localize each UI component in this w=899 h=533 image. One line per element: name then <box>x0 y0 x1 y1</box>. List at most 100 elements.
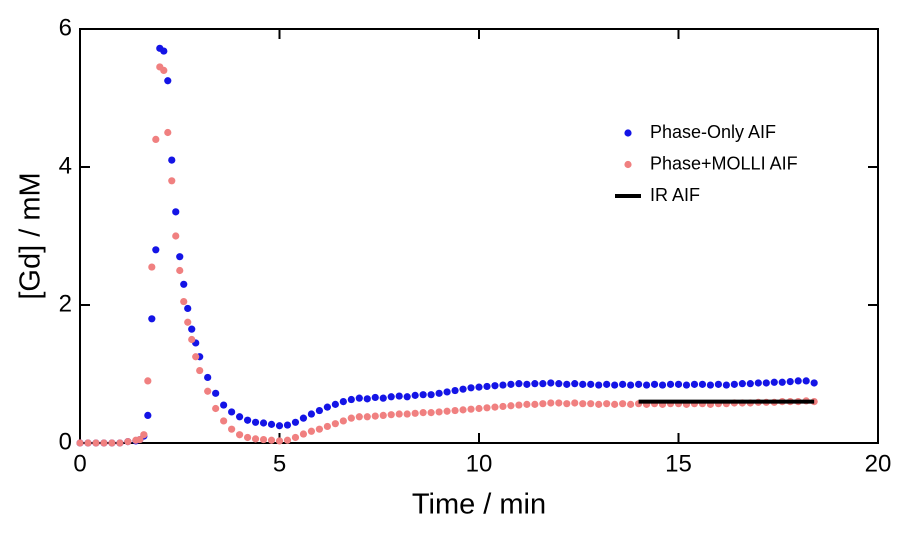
data-point <box>323 403 331 411</box>
data-point <box>467 384 475 392</box>
data-point <box>299 430 308 438</box>
data-point <box>666 380 675 388</box>
data-point <box>371 393 379 402</box>
x-tick-label: 10 <box>466 450 493 477</box>
data-point <box>307 410 316 418</box>
data-point <box>172 232 180 240</box>
data-point <box>443 388 451 396</box>
data-point <box>184 304 192 313</box>
data-point <box>188 335 196 344</box>
data-point <box>411 409 419 417</box>
y-tick-label: 2 <box>59 290 72 317</box>
data-point <box>547 399 555 407</box>
data-point <box>467 405 475 413</box>
data-point <box>243 416 252 424</box>
data-point <box>152 135 160 143</box>
data-point <box>579 400 587 408</box>
data-point <box>267 436 276 444</box>
data-point <box>136 435 144 444</box>
data-point <box>176 253 184 261</box>
legend-label: Phase+MOLLI AIF <box>650 153 798 173</box>
x-axis-title: Time / min <box>412 489 546 521</box>
x-tick-label: 20 <box>865 450 892 477</box>
data-point <box>595 381 603 389</box>
legend-marker <box>624 160 632 169</box>
data-point <box>555 399 563 407</box>
data-point <box>419 409 427 417</box>
data-point <box>435 408 443 416</box>
data-point <box>176 266 184 275</box>
data-point <box>192 353 200 361</box>
data-point <box>571 399 579 407</box>
data-point <box>339 398 347 406</box>
data-point <box>144 411 152 419</box>
data-point <box>459 385 467 393</box>
data-point <box>515 401 523 409</box>
data-point <box>180 280 188 288</box>
data-point <box>499 402 507 411</box>
data-point <box>124 438 132 446</box>
data-point <box>387 393 395 401</box>
data-point <box>259 435 268 444</box>
data-point <box>291 418 300 426</box>
legend-label: Phase-Only AIF <box>650 122 776 142</box>
data-point <box>355 394 363 402</box>
data-point <box>204 387 212 395</box>
data-point <box>563 400 571 408</box>
data-point <box>483 404 491 412</box>
data-point <box>730 380 738 388</box>
data-point <box>523 380 531 388</box>
data-point <box>291 433 300 442</box>
data-point <box>283 421 292 429</box>
data-point <box>611 381 619 389</box>
data-point <box>603 400 611 408</box>
data-point <box>299 414 308 422</box>
data-point <box>331 400 339 408</box>
data-point <box>371 412 379 420</box>
x-tick-label: 0 <box>73 450 86 477</box>
data-point <box>443 407 451 415</box>
data-point <box>160 66 168 74</box>
data-point <box>595 400 603 408</box>
data-point <box>650 380 659 388</box>
data-point <box>251 418 260 426</box>
data-point <box>738 380 746 388</box>
data-point <box>475 383 483 391</box>
data-point <box>722 381 730 389</box>
data-point <box>347 414 355 422</box>
data-point <box>690 380 699 388</box>
data-point <box>100 439 108 447</box>
data-point <box>168 156 176 164</box>
data-point <box>379 411 387 419</box>
data-point <box>160 47 168 55</box>
data-point <box>635 380 643 388</box>
data-point <box>802 377 810 385</box>
data-point <box>754 379 762 387</box>
data-point <box>539 380 547 388</box>
data-point <box>92 439 100 447</box>
data-point <box>204 373 212 382</box>
data-point <box>611 400 619 408</box>
data-point <box>275 437 284 445</box>
data-point <box>579 380 587 388</box>
data-point <box>164 128 172 137</box>
data-point <box>188 325 196 333</box>
data-point <box>315 406 323 415</box>
data-point <box>403 410 411 418</box>
data-point <box>674 380 683 388</box>
data-point <box>152 246 160 254</box>
data-point <box>451 386 459 395</box>
data-point <box>168 177 176 185</box>
data-point <box>172 208 180 216</box>
data-point <box>786 377 794 386</box>
data-point <box>395 392 403 400</box>
data-point <box>499 381 507 389</box>
data-point <box>259 419 268 427</box>
data-point <box>403 393 411 401</box>
data-point <box>427 391 435 399</box>
data-point <box>108 439 116 447</box>
data-point <box>642 381 651 389</box>
data-point <box>531 400 539 408</box>
data-point <box>619 380 627 388</box>
